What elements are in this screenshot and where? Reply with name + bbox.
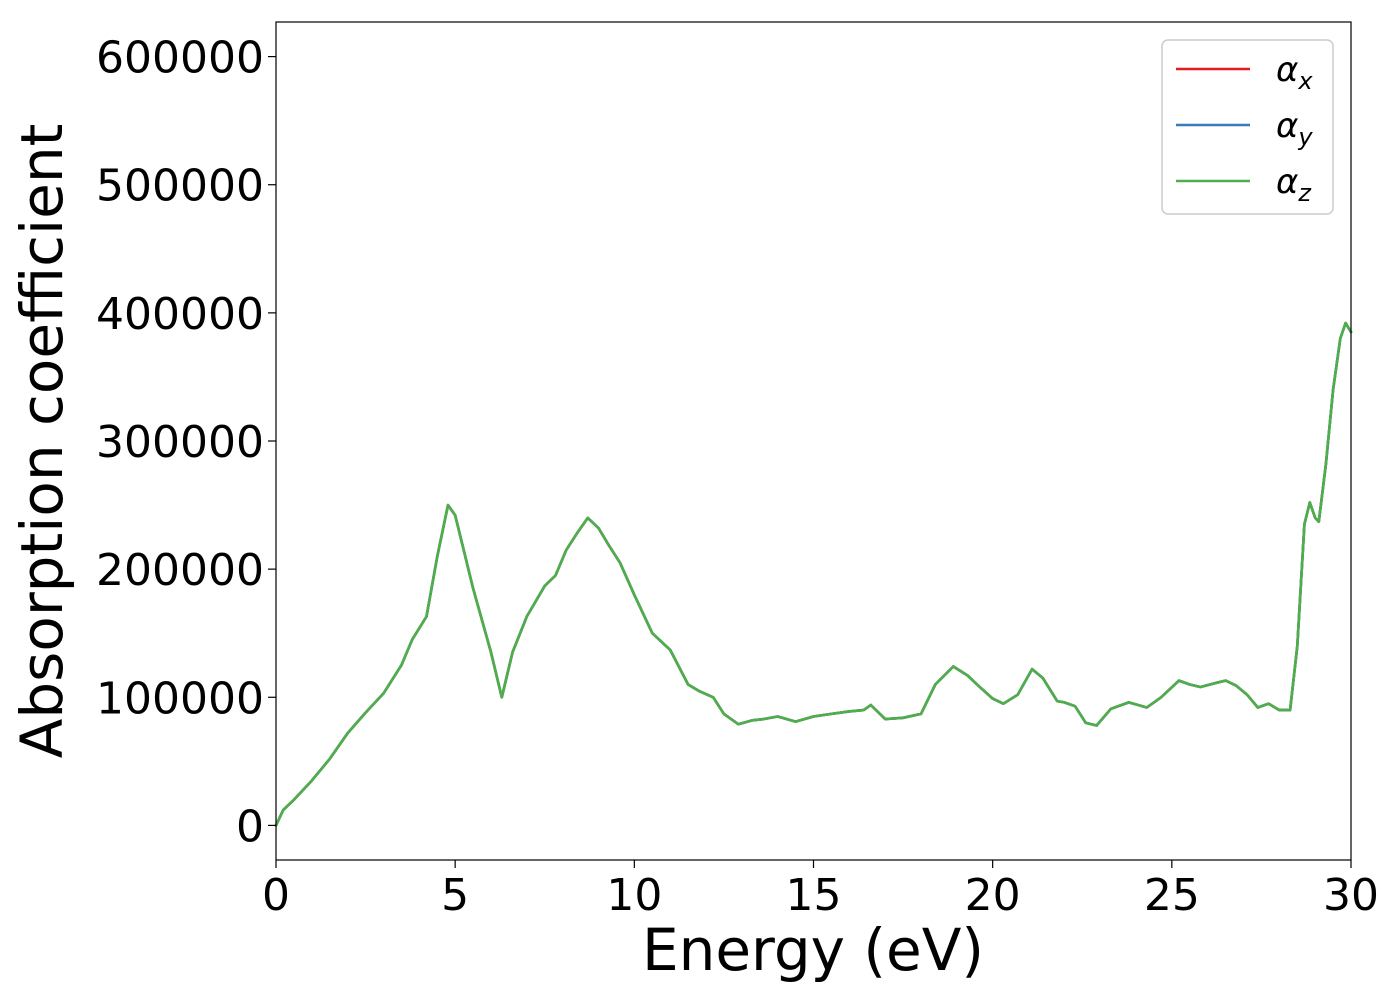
x-tick-label: 30 (1323, 870, 1379, 921)
series-layer (274, 321, 1353, 827)
y-tick-label: 600000 (96, 33, 264, 84)
x-ticks: 0 5 10 15 20 25 30 (262, 860, 1379, 921)
x-tick-label: 0 (262, 870, 290, 921)
legend-box (1161, 39, 1334, 215)
series-line-z (274, 321, 1353, 827)
x-tick-label: 25 (1144, 870, 1200, 921)
x-tick-label: 15 (786, 870, 842, 921)
y-tick-label: 400000 (96, 289, 264, 340)
x-tick-label: 5 (441, 870, 469, 921)
y-tick-label: 0 (236, 801, 264, 852)
x-tick-label: 20 (965, 870, 1021, 921)
y-ticks: 0 100000 200000 300000 400000 500000 600000 (96, 33, 276, 852)
y-tick-label: 200000 (96, 545, 264, 596)
y-axis-title: Absorption coefficient (8, 124, 76, 759)
y-tick-label: 500000 (96, 161, 264, 212)
x-tick-label: 10 (606, 870, 662, 921)
y-tick-label: 100000 (96, 673, 264, 724)
y-tick-label: 300000 (96, 417, 264, 468)
x-axis-title: Energy (eV) (642, 916, 984, 984)
